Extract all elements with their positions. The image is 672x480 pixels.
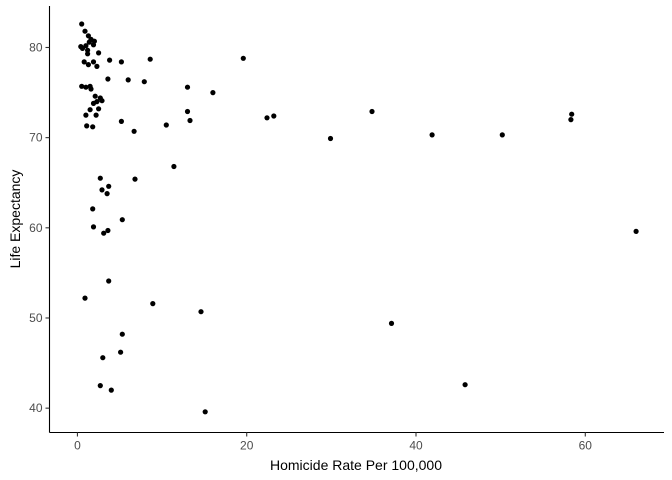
data-point (92, 93, 98, 99)
data-point (96, 106, 102, 112)
x-tick-label: 0 (74, 439, 81, 453)
data-point (240, 55, 246, 61)
data-point (105, 76, 111, 82)
data-point (94, 63, 100, 69)
data-point (85, 33, 91, 39)
y-tick-label: 70 (29, 131, 43, 145)
data-point (82, 295, 88, 301)
data-point (82, 28, 88, 34)
data-point (99, 98, 105, 104)
data-point (184, 84, 191, 90)
data-point (97, 383, 103, 389)
data-point (99, 187, 105, 193)
data-point (100, 355, 106, 361)
data-point (79, 21, 85, 27)
data-point (388, 320, 395, 326)
data-point (119, 217, 125, 223)
data-point (97, 175, 103, 181)
data-point (90, 224, 97, 230)
y-tick-label: 50 (29, 311, 43, 325)
data-point (499, 132, 505, 138)
data-point (83, 43, 89, 49)
plot-area (78, 21, 639, 415)
data-point (429, 132, 435, 138)
data-point (264, 115, 270, 121)
data-point (150, 301, 156, 307)
data-point (271, 113, 277, 119)
data-point (87, 107, 93, 113)
data-point (633, 228, 639, 234)
data-point (93, 112, 99, 118)
y-tick-label: 80 (29, 40, 43, 54)
data-point (106, 183, 112, 189)
data-point (462, 382, 468, 388)
data-point (85, 47, 91, 53)
data-point (125, 77, 131, 83)
x-tick-label: 20 (240, 439, 254, 453)
y-tick-label: 40 (29, 401, 43, 415)
data-point (90, 206, 96, 212)
data-point (106, 278, 112, 284)
data-point (104, 191, 110, 197)
data-point (327, 135, 334, 142)
y-tick-label: 60 (29, 221, 43, 235)
data-point (88, 86, 94, 92)
data-point (83, 84, 89, 90)
x-tick-label: 60 (579, 439, 593, 453)
data-point (81, 59, 87, 65)
x-tick-label: 40 (409, 439, 423, 453)
data-point (118, 59, 124, 65)
data-point (118, 349, 124, 355)
data-point (105, 227, 111, 234)
data-point (83, 112, 89, 118)
data-point (96, 50, 102, 56)
data-point (101, 230, 107, 236)
data-point (90, 124, 96, 130)
data-point (108, 387, 114, 393)
x-axis-title: Homicide Rate Per 100,000 (270, 457, 442, 473)
y-axis-ticks: 40 50 60 70 80 (29, 40, 50, 415)
data-point (147, 56, 153, 62)
data-point (141, 79, 147, 85)
data-point (187, 117, 193, 124)
data-point (568, 117, 574, 123)
data-point (131, 128, 137, 134)
data-point (369, 108, 375, 115)
data-point (569, 111, 575, 117)
data-point (210, 90, 216, 96)
data-point (90, 59, 97, 65)
data-point (198, 309, 204, 315)
data-point (84, 123, 90, 129)
y-axis-title: Life Expectancy (7, 170, 23, 269)
data-point (107, 57, 113, 63)
data-point (184, 108, 191, 115)
data-point (171, 163, 177, 170)
data-point (86, 39, 92, 45)
data-point (163, 122, 169, 128)
data-point (90, 42, 97, 48)
data-point (79, 83, 85, 89)
x-axis-ticks: 0 20 40 60 (74, 432, 593, 453)
data-point (202, 409, 208, 415)
data-point (132, 176, 138, 182)
data-point (85, 62, 91, 68)
data-point (90, 100, 97, 106)
data-point (118, 118, 124, 124)
data-point (119, 331, 125, 337)
data-point (85, 51, 91, 57)
